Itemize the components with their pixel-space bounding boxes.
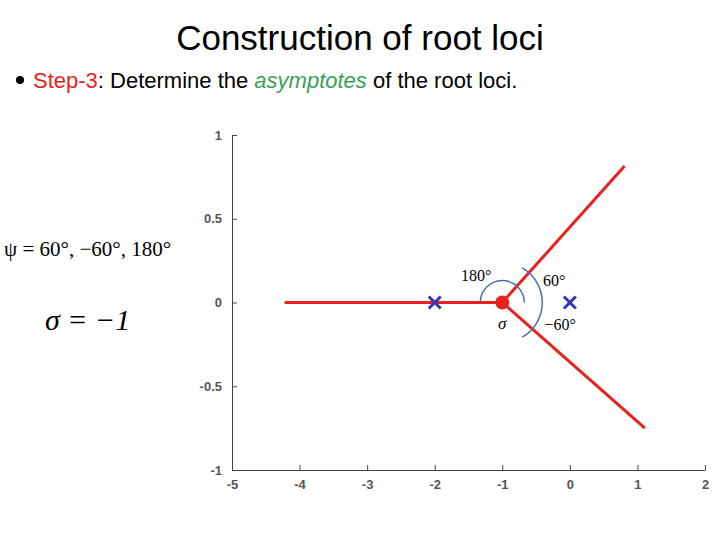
bullet: [16, 76, 24, 84]
tick-label: -4: [294, 477, 306, 492]
tick-label: -1: [497, 477, 509, 492]
tick: -1: [210, 463, 237, 478]
tick: -1: [497, 465, 509, 492]
tick: 1: [215, 128, 237, 143]
tick-label: -5: [227, 477, 239, 492]
plot-marks: [285, 166, 645, 428]
title: Construction of root loci: [176, 18, 544, 57]
tick-mark: [232, 470, 237, 471]
tick-mark: [300, 465, 301, 470]
y-axis: -1 -0.5 0 0.5 1: [200, 128, 237, 478]
tick-label: -2: [429, 477, 441, 492]
tick-mark: [570, 465, 571, 470]
tick-label: 2: [702, 477, 709, 492]
sigma-label: σ: [498, 314, 507, 333]
axis-line: [233, 470, 706, 471]
pole-marker: [564, 297, 576, 309]
tick: 0: [567, 465, 574, 492]
asymptote-line: [285, 301, 503, 304]
angle-label: 180°: [461, 267, 491, 284]
angle-arc: [522, 268, 542, 303]
angle-label: −60°: [545, 316, 576, 333]
centroid-marker: [495, 296, 509, 310]
asymptote-line: [502, 166, 624, 303]
tick-label: 1: [634, 477, 641, 492]
subtitle-part: Step-3: [33, 68, 98, 93]
tick-label: 1: [215, 128, 222, 143]
angle-label: 60°: [543, 272, 565, 289]
tick-mark: [232, 303, 237, 304]
tick: 0.5: [204, 211, 237, 226]
tick-label: -0.5: [200, 379, 222, 394]
tick-mark: [637, 465, 638, 470]
tick-mark: [232, 135, 237, 136]
asymptote-line: [502, 303, 645, 429]
pole-marker: [429, 297, 441, 309]
annotation-psi: ψ = 60°, −60°, 180°: [4, 237, 171, 261]
annotation-sigma: σ = −1: [45, 303, 130, 336]
tick-mark: [232, 219, 237, 220]
tick: 2: [702, 465, 709, 492]
subtitle: Step-3: Determine the asymptotes of the …: [33, 68, 517, 93]
angle-arc: [522, 303, 542, 338]
tick-label: -3: [362, 477, 374, 492]
x-axis: -5 -4 -3 -2 -1 0 1 2: [227, 465, 709, 492]
tick-label: 0: [215, 295, 222, 310]
subtitle-part: asymptotes: [254, 68, 367, 93]
angle-annotations: 180° 60° −60° σ: [461, 267, 576, 338]
tick-mark: [435, 465, 436, 470]
tick: 1: [634, 465, 641, 492]
tick-mark: [705, 465, 706, 470]
subtitle-part: : Determine the: [98, 68, 255, 93]
tick-label: 0.5: [204, 211, 222, 226]
tick: -4: [294, 465, 306, 492]
tick-mark: [502, 465, 503, 470]
tick: -0.5: [200, 379, 237, 394]
angle-arc: [480, 281, 524, 303]
tick-mark: [232, 386, 237, 387]
tick-mark: [367, 465, 368, 470]
tick-label: 0: [567, 477, 574, 492]
tick: -2: [429, 465, 441, 492]
subtitle-part: of the root loci.: [367, 68, 517, 93]
tick: -3: [362, 465, 374, 492]
tick-label: -1: [210, 463, 222, 478]
slide: Construction of root loci Step-3: Determi…: [0, 0, 720, 540]
tick: 0: [215, 295, 237, 310]
